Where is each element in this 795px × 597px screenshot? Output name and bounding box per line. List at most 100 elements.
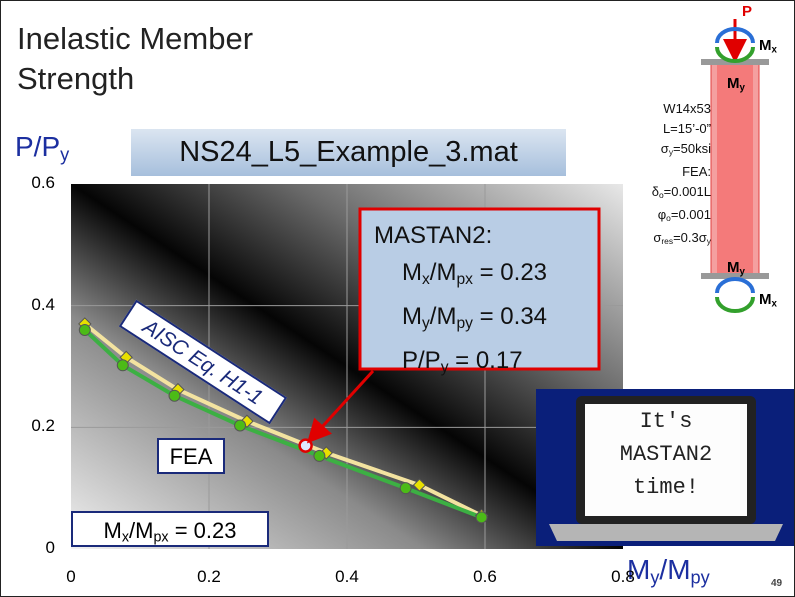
text-run: FEA: — [682, 164, 711, 180]
x-tick-label: 0.8 — [611, 567, 635, 586]
subscript: y — [440, 358, 449, 376]
y-axis-label: P/Py — [15, 131, 69, 166]
annotation: MASTAN2: Mx/Mpx = 0.23 My/Mpy = 0.34 P/Py =… — [374, 217, 547, 386]
subscript: px — [456, 270, 473, 288]
column-properties: W14x53 L=15’-0” σy=50ksi FEA: δo=0.001L φo=0.… — [611, 99, 711, 251]
annotation-arrow — [306, 369, 375, 444]
highlight-point — [298, 438, 313, 453]
text-run: MASTAN2: — [374, 222, 493, 249]
text-run: =0.001L — [663, 184, 711, 200]
marker — [168, 389, 181, 402]
x-tick-label: 0.6 — [473, 567, 497, 586]
text-run: =50ksi — [673, 141, 711, 156]
text-line: P/Py = 0.17 — [374, 342, 547, 386]
subscript: x — [121, 529, 130, 546]
subscript: y — [60, 144, 70, 165]
x-tick-label: 0 — [66, 567, 76, 586]
text-run: /M — [129, 518, 154, 543]
page-number: 49 — [771, 578, 783, 589]
moment-label: My — [727, 259, 745, 277]
file-box — [131, 129, 566, 176]
text-run: = 0.34 — [472, 302, 548, 330]
text-line: MASTAN2 — [619, 442, 713, 467]
subscript: x — [422, 270, 430, 288]
constant-label: Mx/Mpx = 0.23 — [71, 511, 269, 547]
text-line: It's — [639, 409, 693, 434]
text-run: δ — [651, 184, 659, 200]
subscript: res — [661, 236, 674, 247]
marker — [116, 359, 129, 372]
text-run: M — [103, 518, 122, 543]
text-run: = 0.23 — [168, 518, 237, 543]
text-run: P/P — [15, 131, 61, 162]
text-run: σ — [653, 230, 662, 246]
marker — [234, 419, 247, 432]
fea-label: FEA — [157, 438, 225, 474]
text-run: = 0.17 — [448, 346, 523, 374]
y-tick-label: 0.6 — [31, 173, 55, 192]
subscript: y — [668, 147, 674, 158]
text-run: M — [402, 259, 422, 286]
marker — [78, 324, 91, 336]
subscript: o — [666, 213, 671, 224]
subscript: px — [153, 529, 169, 546]
subscript: y — [739, 266, 745, 278]
text-run: =0.3σ — [673, 230, 707, 246]
subscript: o — [658, 190, 664, 201]
subscript: x — [771, 44, 777, 56]
y-tick-label: 0.2 — [31, 416, 55, 436]
text-run: φ — [657, 207, 667, 223]
text-run: M — [727, 75, 740, 92]
text-run: = 0.23 — [472, 259, 548, 286]
text-run: M — [727, 259, 740, 276]
text-run: M — [627, 554, 651, 585]
text-run: M — [759, 291, 772, 308]
annotation-box — [358, 207, 601, 371]
x-tick-label: 0.4 — [335, 567, 359, 586]
text-run: σ — [660, 141, 669, 156]
subscript: x — [771, 298, 777, 310]
laptop-screen: It's MASTAN2 time! — [585, 405, 747, 504]
moment-label: My — [727, 75, 745, 93]
text-run: /M — [659, 554, 691, 585]
moment-label: Mx — [759, 37, 777, 55]
text-run: =0.001 — [670, 207, 711, 223]
text-run: M — [402, 302, 422, 330]
text-run: /M — [429, 259, 457, 286]
y-tick-label: 0.4 — [31, 294, 55, 314]
subscript: y — [739, 82, 745, 94]
text-line: σy=50ksi — [611, 139, 711, 162]
marker — [475, 511, 488, 524]
text-line: σres=0.3σy — [611, 228, 711, 251]
text-line: My/Mpy = 0.34 — [374, 298, 547, 342]
text-line: time! — [632, 475, 699, 500]
text-line: δo=0.001L — [611, 182, 711, 205]
marker — [313, 449, 326, 462]
marker — [412, 478, 427, 492]
marker — [399, 482, 412, 495]
column-figure — [701, 19, 769, 313]
laptop — [536, 389, 794, 546]
subscript: py — [690, 567, 710, 588]
file-name: NS24_L5_Example_3.mat — [179, 136, 518, 168]
text-line: FEA: — [611, 162, 711, 182]
subscript: y — [706, 236, 711, 247]
slide-title: Inelastic Member Strength — [17, 21, 254, 96]
subscript: y — [422, 314, 430, 332]
subscript: y — [650, 567, 660, 588]
text-run: P/P — [402, 346, 441, 374]
x-tick-label: 0.2 — [197, 567, 221, 586]
text-run: M — [759, 37, 772, 54]
text-line: L=15’-0” — [611, 119, 711, 139]
x-axis-label: My/Mpy — [627, 554, 710, 589]
load-label: P — [742, 3, 752, 20]
text-line: MASTAN2: — [374, 217, 547, 254]
text-run: /M — [429, 302, 457, 330]
text-run: P — [742, 3, 753, 20]
y-tick-label: 0 — [45, 538, 55, 557]
text-line: φo=0.001 — [611, 205, 711, 228]
text-line: Mx/Mpx = 0.23 — [374, 254, 547, 298]
text-run: L=15’-0” — [662, 121, 711, 136]
